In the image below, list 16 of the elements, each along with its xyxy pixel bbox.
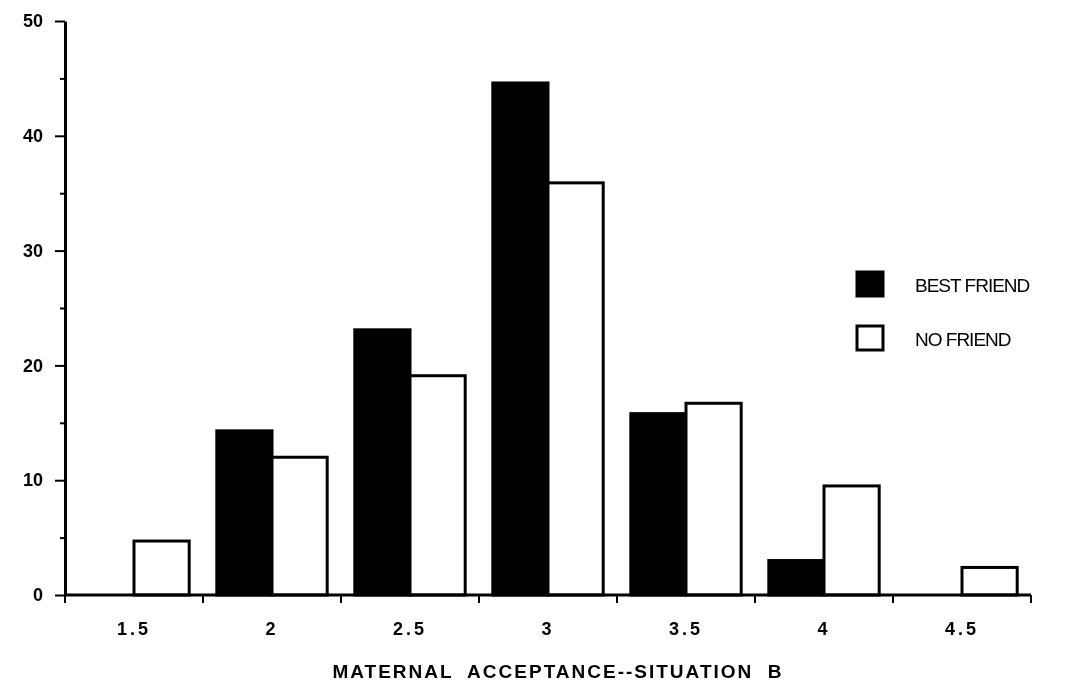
legend-label: BEST FRIEND (915, 275, 1030, 296)
x-axis-title: MATERNAL ACCEPTANCE--SITUATION B (332, 661, 784, 682)
x-tick-label: 2.5 (392, 619, 428, 639)
y-tick-label: 50 (22, 11, 43, 32)
y-tick-label: 20 (22, 355, 43, 376)
y-tick-label: 40 (22, 126, 43, 147)
y-tick-label: 10 (22, 470, 43, 491)
y-tick-label: 0 (32, 585, 43, 606)
x-tick-label: 4 (817, 619, 831, 639)
x-tick-label: 1.5 (116, 619, 152, 639)
x-tick-label: 3.5 (668, 619, 704, 639)
x-tick-label: 4.5 (944, 619, 980, 639)
y-tick-label: 30 (22, 240, 43, 261)
legend-label: NO FRIEND (915, 329, 1011, 350)
x-tick-label: 3 (541, 619, 555, 639)
x-tick-label: 2 (265, 619, 279, 639)
